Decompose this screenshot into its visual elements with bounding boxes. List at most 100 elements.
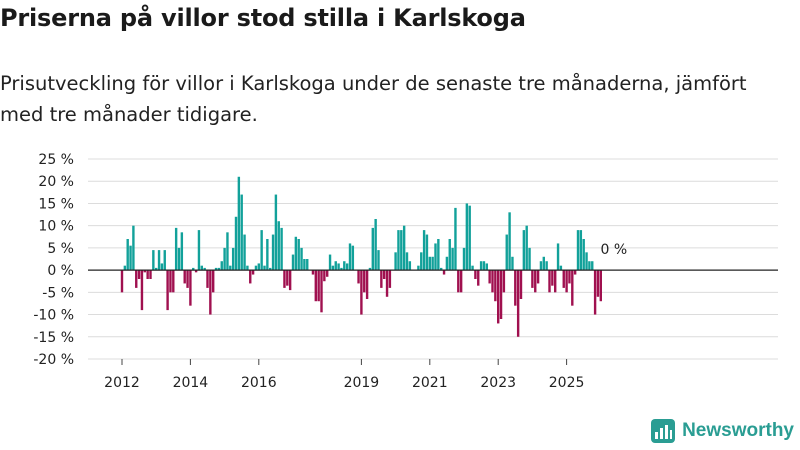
bar[interactable] (494, 270, 497, 302)
bar[interactable] (326, 270, 329, 277)
bar[interactable] (479, 261, 483, 271)
bar[interactable] (243, 234, 246, 271)
bar[interactable] (180, 232, 184, 271)
bar[interactable] (323, 270, 326, 282)
bar[interactable] (491, 270, 494, 293)
bar[interactable] (132, 225, 135, 271)
bar[interactable] (137, 270, 141, 279)
bar[interactable] (274, 194, 278, 271)
bar[interactable] (286, 270, 289, 286)
bar[interactable] (440, 267, 443, 271)
bar[interactable] (571, 270, 574, 306)
bar[interactable] (348, 243, 352, 271)
bar[interactable] (488, 270, 491, 284)
bar[interactable] (300, 247, 303, 271)
bar[interactable] (591, 261, 594, 271)
bar[interactable] (374, 219, 377, 271)
bar[interactable] (351, 245, 355, 271)
bar[interactable] (200, 265, 203, 271)
bar[interactable] (306, 259, 309, 271)
bar[interactable] (340, 267, 343, 271)
bar[interactable] (192, 267, 195, 271)
bar[interactable] (531, 270, 534, 288)
bar[interactable] (465, 203, 469, 271)
bar[interactable] (337, 263, 340, 271)
bar[interactable] (425, 234, 429, 271)
bar[interactable] (551, 270, 554, 286)
bar[interactable] (516, 270, 520, 337)
bar[interactable] (266, 239, 269, 271)
bar[interactable] (217, 267, 221, 271)
bar[interactable] (263, 265, 266, 271)
bar[interactable] (223, 247, 226, 271)
bar[interactable] (385, 270, 389, 297)
bar[interactable] (152, 250, 155, 271)
bar[interactable] (482, 261, 486, 271)
bar[interactable] (172, 270, 175, 293)
bar[interactable] (505, 234, 508, 271)
bar[interactable] (451, 247, 454, 271)
bar[interactable] (388, 270, 392, 288)
bar[interactable] (123, 265, 127, 271)
bar[interactable] (197, 230, 201, 271)
bar[interactable] (234, 216, 238, 271)
bar[interactable] (394, 252, 397, 271)
bar[interactable] (554, 270, 557, 293)
bar[interactable] (360, 270, 363, 315)
bar[interactable] (371, 227, 374, 271)
bar[interactable] (220, 261, 223, 271)
bar[interactable] (240, 194, 243, 271)
bar[interactable] (331, 265, 335, 271)
bar[interactable] (231, 247, 235, 271)
bar[interactable] (457, 270, 460, 293)
bar[interactable] (291, 254, 295, 271)
bar[interactable] (328, 254, 332, 271)
bar[interactable] (357, 270, 360, 284)
bar[interactable] (474, 270, 477, 279)
bar[interactable] (160, 263, 164, 271)
bar[interactable] (508, 212, 511, 271)
bar[interactable] (155, 267, 158, 271)
bar[interactable] (214, 267, 218, 271)
bar[interactable] (194, 270, 198, 273)
bar[interactable] (317, 270, 320, 302)
bar[interactable] (545, 261, 548, 271)
bar[interactable] (314, 270, 317, 302)
bar[interactable] (585, 252, 588, 271)
bar[interactable] (437, 239, 440, 271)
bar[interactable] (163, 250, 166, 271)
bar[interactable] (174, 227, 178, 271)
bar[interactable] (363, 270, 366, 293)
bar[interactable] (519, 270, 523, 299)
bar[interactable] (334, 261, 337, 271)
bar[interactable] (257, 263, 260, 271)
bar[interactable] (588, 261, 591, 271)
bar[interactable] (417, 265, 420, 271)
bar[interactable] (177, 247, 181, 271)
bar[interactable] (405, 252, 409, 271)
bar[interactable] (497, 270, 500, 324)
bar[interactable] (528, 247, 531, 271)
bar[interactable] (294, 236, 298, 271)
bar[interactable] (599, 270, 602, 302)
bar[interactable] (434, 243, 437, 271)
bar[interactable] (485, 263, 488, 271)
bar[interactable] (129, 245, 132, 271)
bar[interactable] (576, 230, 580, 271)
bar[interactable] (320, 270, 323, 313)
bar[interactable] (522, 230, 526, 271)
bar[interactable] (249, 270, 252, 284)
bar[interactable] (428, 256, 431, 271)
bar[interactable] (303, 259, 306, 271)
bar[interactable] (511, 256, 514, 271)
bar[interactable] (445, 256, 449, 271)
bar[interactable] (368, 267, 372, 271)
bar[interactable] (377, 250, 380, 271)
bar[interactable] (459, 270, 463, 293)
bar[interactable] (573, 270, 577, 275)
bar[interactable] (206, 270, 209, 288)
bar[interactable] (203, 267, 206, 271)
bar[interactable] (209, 270, 212, 315)
bar[interactable] (140, 270, 144, 311)
bar[interactable] (397, 230, 400, 271)
